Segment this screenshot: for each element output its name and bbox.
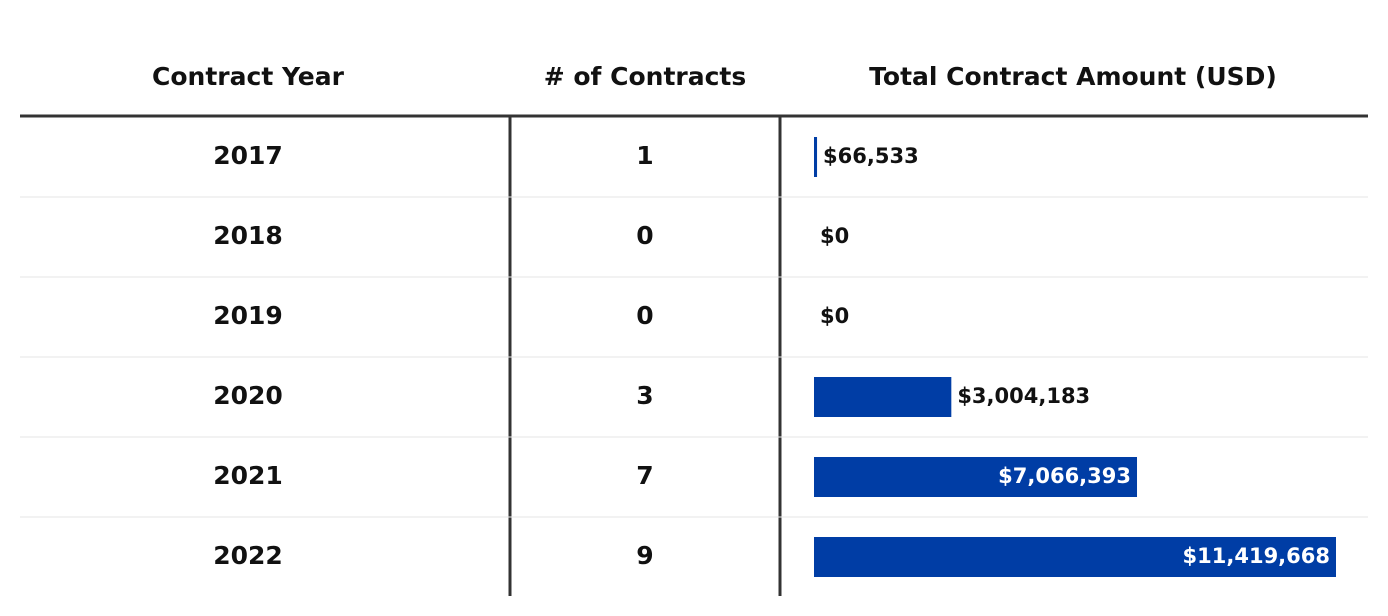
year-cell: 2021 — [213, 461, 283, 490]
contracts-cell: 1 — [636, 141, 653, 170]
year-cell: 2020 — [213, 381, 283, 410]
year-cell: 2017 — [213, 141, 283, 170]
amount-bar — [814, 457, 1138, 497]
year-cell: 2018 — [213, 221, 283, 250]
amount-label: $0 — [820, 224, 849, 248]
amount-label: $11,419,668 — [1183, 544, 1330, 568]
amount-bar — [814, 537, 1336, 577]
contracts-cell: 7 — [636, 461, 653, 490]
contracts-cell: 3 — [636, 381, 653, 410]
amount-label: $3,004,183 — [957, 384, 1090, 408]
amount-bar — [814, 137, 818, 177]
amount-label: $0 — [820, 304, 849, 328]
header: # of Contracts — [544, 62, 747, 91]
header: Total Contract Amount (USD) — [869, 62, 1277, 91]
amount-label: $7,066,393 — [998, 464, 1131, 488]
contracts-cell: 0 — [636, 221, 653, 250]
amount-label: $66,533 — [823, 144, 919, 168]
header: Contract Year — [152, 62, 345, 91]
contracts-cell: 9 — [636, 541, 653, 570]
year-cell: 2019 — [213, 301, 283, 330]
contracts-cell: 0 — [636, 301, 653, 330]
year-cell: 2022 — [213, 541, 283, 570]
amount-bar — [814, 377, 952, 417]
